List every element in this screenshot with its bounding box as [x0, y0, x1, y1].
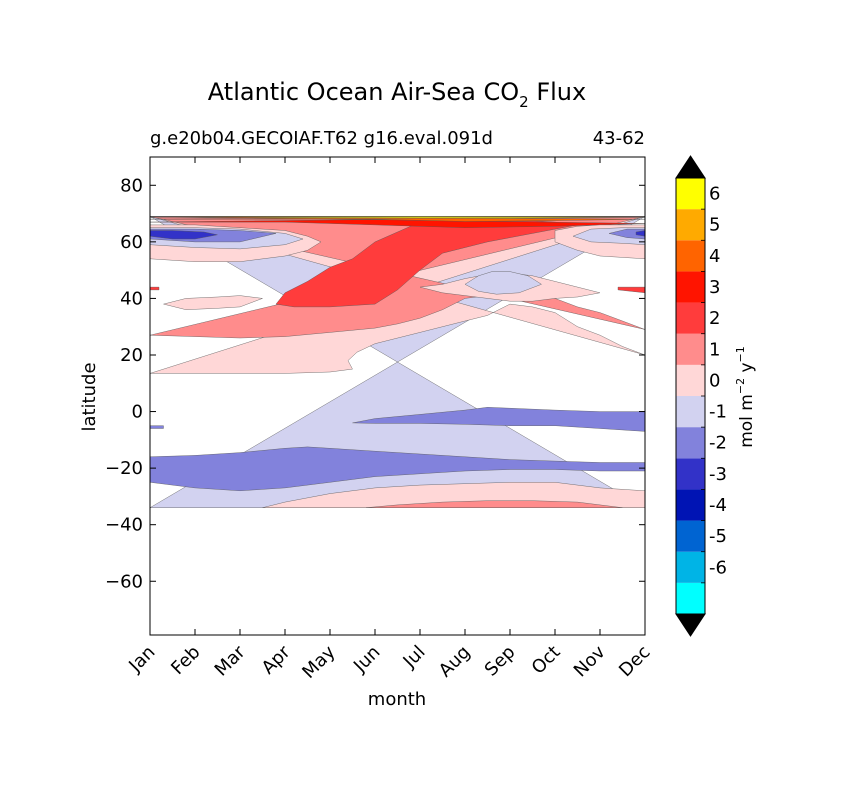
y-tick-label: 0 [132, 402, 143, 423]
y-tick-label: 40 [120, 288, 143, 309]
contour-band [608, 228, 645, 240]
colorbar-tick-label: -2 [709, 433, 727, 454]
contour-band [352, 407, 645, 432]
y-tick-label: −60 [105, 571, 143, 592]
colorbar-segment [676, 396, 705, 428]
y-tick-label: 20 [120, 345, 143, 366]
colorbar-segment [676, 582, 705, 614]
colorbar-label-mid: y [737, 362, 757, 377]
colorbar-tick-label: -6 [709, 557, 727, 578]
colorbar-segment [676, 178, 705, 210]
chart-title-main: Atlantic Ocean Air-Sea CO [208, 78, 519, 106]
colorbar-tick-label: 3 [709, 277, 720, 298]
colorbar-label-exp1: −2 [734, 378, 747, 394]
contour-band [150, 446, 645, 492]
y-tick-label: 80 [120, 175, 143, 196]
colorbar-tick-label: 4 [709, 246, 720, 267]
contour-band [150, 216, 645, 222]
colorbar-segment [676, 551, 705, 583]
chart-title: Atlantic Ocean Air-Sea CO2 Flux [208, 78, 586, 111]
colorbar-label-exp2: −1 [734, 346, 747, 362]
colorbar-segment [676, 489, 705, 521]
colorbar-segment [676, 364, 705, 396]
colorbar-tick-label: 0 [709, 370, 720, 391]
colorbar-tick-label: 1 [709, 339, 720, 360]
colorbar-tick-label: 6 [709, 184, 720, 205]
chart-title-subscript: 2 [519, 93, 529, 111]
y-axis-label: latitude [79, 362, 100, 431]
subtitle-right: 43-62 [593, 128, 645, 149]
plot-frame [149, 156, 646, 636]
contour-bands [150, 216, 645, 508]
contour-band [365, 500, 623, 508]
chart-title-tail: Flux [529, 78, 587, 106]
x-axis-label: month [368, 689, 426, 710]
colorbar-segment [676, 427, 705, 459]
colorbar-segment [676, 240, 705, 272]
colorbar-segment [676, 333, 705, 365]
y-tick-label: 60 [120, 232, 143, 253]
colorbar-tick-label: -5 [709, 526, 727, 547]
contour-band [150, 425, 164, 429]
contour-band [635, 230, 645, 237]
y-tick-label: −40 [105, 515, 143, 536]
contour-band [150, 230, 218, 240]
contour-band [163, 295, 263, 310]
colorbar-segment [676, 458, 705, 490]
contour-band [617, 286, 645, 294]
colorbar-tick-label: 2 [709, 308, 720, 329]
colorbar-segment [676, 209, 705, 241]
y-axis-ticks: 80 60 40 20 0 −20 −40 −60 [105, 175, 645, 592]
colorbar-tick-label: 5 [709, 215, 720, 236]
colorbar-segment [676, 520, 705, 552]
y-tick-label: −20 [105, 458, 143, 479]
contour-band [464, 271, 542, 295]
colorbar-tick-label: -4 [709, 495, 727, 516]
colorbar: 6 5 4 3 2 1 0 -1 -2 -3 -4 -5 -6 [675, 155, 727, 637]
contour-band [150, 286, 160, 291]
contour-band [150, 216, 645, 219]
subtitle-left: g.e20b04.GECOIAF.T62 g16.eval.091d [150, 128, 493, 149]
colorbar-tick-label: -3 [709, 464, 727, 485]
colorbar-segment [676, 271, 705, 303]
colorbar-segment [676, 302, 705, 334]
colorbar-label-main: mol m [737, 394, 757, 448]
colorbar-tick-label: -1 [709, 402, 727, 423]
colorbar-label: mol m−2 y−1 [734, 346, 757, 448]
